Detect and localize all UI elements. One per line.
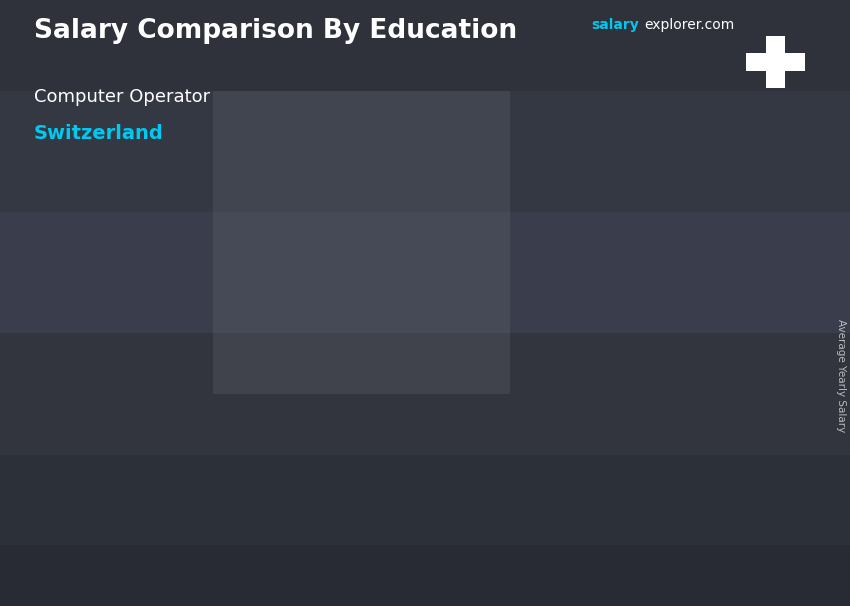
- Text: Certificate or Diploma: Certificate or Diploma: [156, 581, 355, 596]
- Bar: [766, 36, 785, 88]
- Bar: [0, 91, 850, 212]
- Text: Computer Operator: Computer Operator: [34, 88, 210, 106]
- Bar: [0, 0, 850, 91]
- Text: salary: salary: [591, 18, 638, 32]
- Text: Average Yearly Salary: Average Yearly Salary: [836, 319, 846, 432]
- Polygon shape: [608, 251, 638, 545]
- Polygon shape: [455, 266, 608, 545]
- Text: explorer.com: explorer.com: [644, 18, 734, 32]
- Bar: [0, 454, 850, 545]
- Polygon shape: [317, 353, 348, 545]
- Polygon shape: [164, 363, 317, 545]
- Text: Salary Comparison By Education: Salary Comparison By Education: [34, 18, 517, 44]
- Text: Switzerland: Switzerland: [34, 124, 164, 143]
- Bar: [746, 53, 805, 71]
- Polygon shape: [164, 353, 348, 363]
- Bar: [0, 333, 850, 454]
- Text: 110,000 CHF: 110,000 CHF: [654, 228, 773, 245]
- Text: 71,800 CHF: 71,800 CHF: [34, 375, 141, 393]
- Text: Bachelor’s Degree: Bachelor’s Degree: [463, 581, 630, 596]
- Bar: [0, 545, 850, 606]
- Bar: [0, 212, 850, 333]
- Bar: [212, 91, 510, 394]
- Polygon shape: [455, 251, 638, 266]
- Text: +53%: +53%: [330, 181, 419, 209]
